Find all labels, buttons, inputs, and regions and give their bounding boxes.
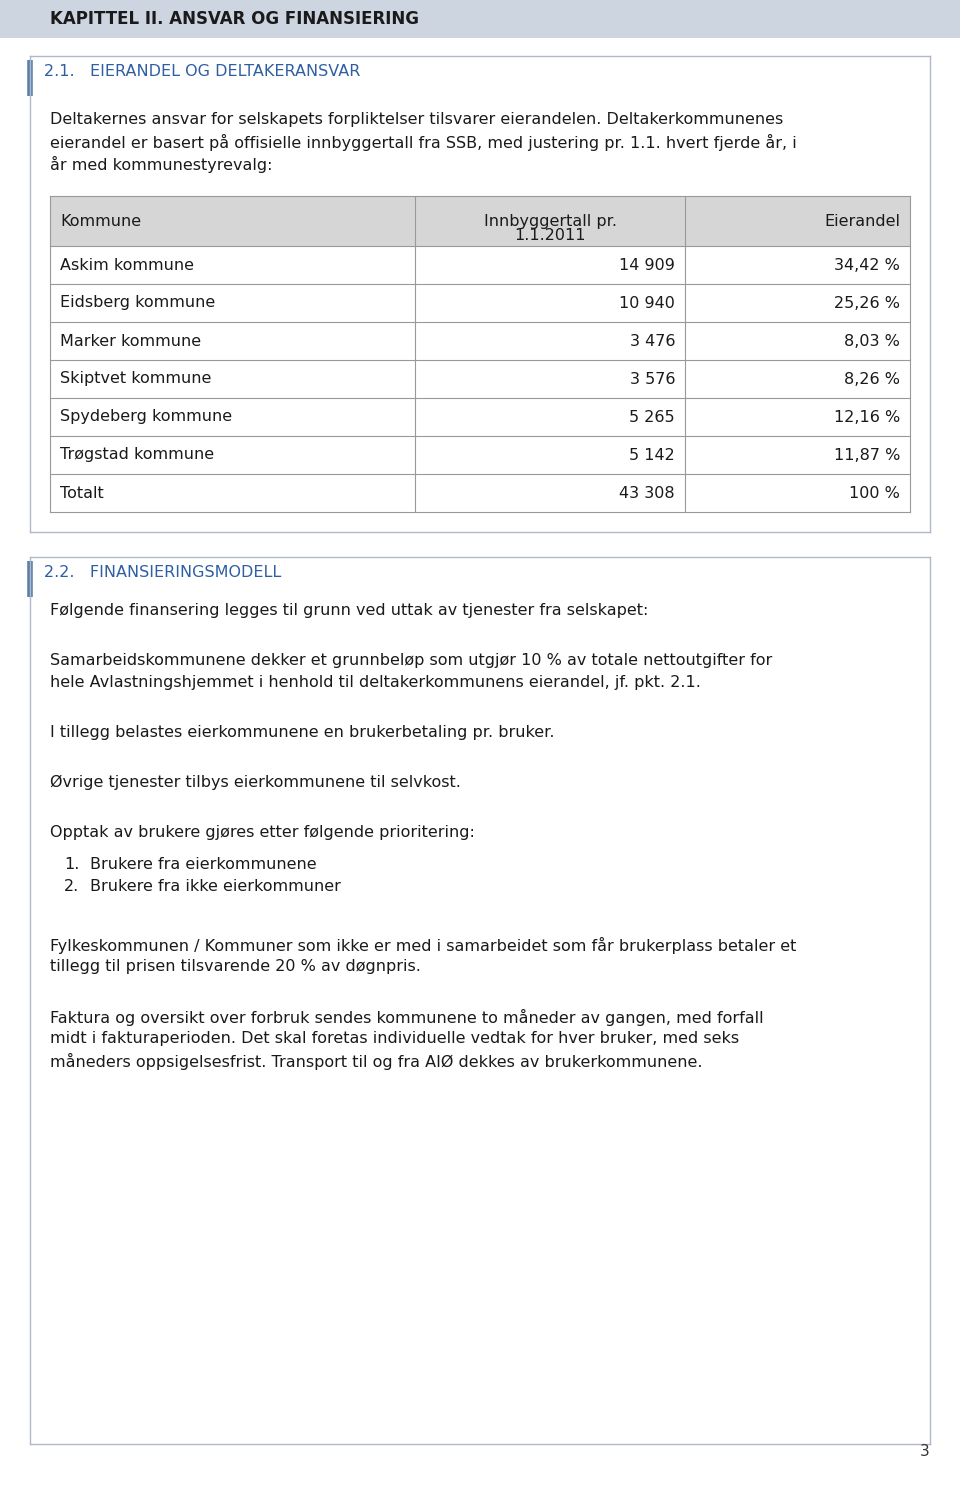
Text: Spydeberg kommune: Spydeberg kommune <box>60 409 232 424</box>
Text: 3: 3 <box>921 1444 930 1459</box>
Text: Samarbeidskommunene dekker et grunnbeløp som utgjør 10 % av totale nettoutgifter: Samarbeidskommunene dekker et grunnbeløp… <box>50 654 772 669</box>
Text: Faktura og oversikt over forbruk sendes kommunene to måneder av gangen, med forf: Faktura og oversikt over forbruk sendes … <box>50 1010 763 1026</box>
Text: Innbyggertall pr.: Innbyggertall pr. <box>484 214 616 229</box>
Text: 5 142: 5 142 <box>629 448 675 463</box>
Text: Opptak av brukere gjøres etter følgende prioritering:: Opptak av brukere gjøres etter følgende … <box>50 825 475 840</box>
Text: 14 909: 14 909 <box>619 258 675 272</box>
Text: Marker kommune: Marker kommune <box>60 334 202 348</box>
Bar <box>50 360 910 398</box>
Bar <box>50 246 910 284</box>
Text: Totalt: Totalt <box>60 485 104 500</box>
Text: KAPITTEL II. ANSVAR OG FINANSIERING: KAPITTEL II. ANSVAR OG FINANSIERING <box>50 10 419 28</box>
Text: Eierandel: Eierandel <box>824 213 900 228</box>
Text: år med kommunestyrevalg:: år med kommunestyrevalg: <box>50 156 273 173</box>
Text: Brukere fra eierkommunene: Brukere fra eierkommunene <box>90 858 317 873</box>
Text: hele Avlastningshjemmet i henhold til deltakerkommunens eierandel, jf. pkt. 2.1.: hele Avlastningshjemmet i henhold til de… <box>50 675 701 689</box>
Text: 1.1.2011: 1.1.2011 <box>515 228 586 243</box>
Text: midt i fakturaperioden. Det skal foretas individuelle vedtak for hver bruker, me: midt i fakturaperioden. Det skal foretas… <box>50 1030 739 1045</box>
Text: 2.1.   EIERANDEL OG DELTAKERANSVAR: 2.1. EIERANDEL OG DELTAKERANSVAR <box>44 64 360 79</box>
Text: 5 265: 5 265 <box>630 409 675 424</box>
Text: Askim kommune: Askim kommune <box>60 258 194 272</box>
Text: 3 576: 3 576 <box>630 371 675 387</box>
Bar <box>0 0 960 39</box>
Bar <box>50 398 910 436</box>
Text: I tillegg belastes eierkommunene en brukerbetaling pr. bruker.: I tillegg belastes eierkommunene en bruk… <box>50 725 555 740</box>
Text: 3 476: 3 476 <box>630 334 675 348</box>
Text: 2.2.   FINANSIERINGSMODELL: 2.2. FINANSIERINGSMODELL <box>44 564 281 581</box>
Text: Kommune: Kommune <box>60 213 141 228</box>
Text: 8,03 %: 8,03 % <box>844 334 900 348</box>
Bar <box>50 474 910 512</box>
Bar <box>50 436 910 474</box>
Text: Fylkeskommunen / Kommuner som ikke er med i samarbeidet som får brukerplass beta: Fylkeskommunen / Kommuner som ikke er me… <box>50 937 797 954</box>
Text: Følgende finansering legges til grunn ved uttak av tjenester fra selskapet:: Følgende finansering legges til grunn ve… <box>50 603 648 618</box>
Bar <box>50 197 910 246</box>
Text: måneders oppsigelsesfrist. Transport til og fra AIØ dekkes av brukerkommunene.: måneders oppsigelsesfrist. Transport til… <box>50 1053 703 1071</box>
Text: Trøgstad kommune: Trøgstad kommune <box>60 448 214 463</box>
Text: Øvrige tjenester tilbys eierkommunene til selvkost.: Øvrige tjenester tilbys eierkommunene ti… <box>50 774 461 791</box>
Text: 25,26 %: 25,26 % <box>834 295 900 311</box>
Text: 100 %: 100 % <box>850 485 900 500</box>
Text: 43 308: 43 308 <box>619 485 675 500</box>
Text: 8,26 %: 8,26 % <box>844 371 900 387</box>
Text: Skiptvet kommune: Skiptvet kommune <box>60 371 211 387</box>
Text: Brukere fra ikke eierkommuner: Brukere fra ikke eierkommuner <box>90 879 341 893</box>
Text: 12,16 %: 12,16 % <box>833 409 900 424</box>
Text: 11,87 %: 11,87 % <box>833 448 900 463</box>
Text: 2.: 2. <box>64 879 80 893</box>
Text: tillegg til prisen tilsvarende 20 % av døgnpris.: tillegg til prisen tilsvarende 20 % av d… <box>50 959 420 974</box>
Text: 1.: 1. <box>64 858 80 873</box>
Text: 10 940: 10 940 <box>619 295 675 311</box>
Text: Eidsberg kommune: Eidsberg kommune <box>60 295 215 311</box>
Bar <box>50 284 910 322</box>
Bar <box>50 322 910 360</box>
Text: 34,42 %: 34,42 % <box>834 258 900 272</box>
Text: Deltakernes ansvar for selskapets forpliktelser tilsvarer eierandelen. Deltakerk: Deltakernes ansvar for selskapets forpli… <box>50 112 783 127</box>
Text: eierandel er basert på offisielle innbyggertall fra SSB, med justering pr. 1.1. : eierandel er basert på offisielle innbyg… <box>50 134 797 150</box>
